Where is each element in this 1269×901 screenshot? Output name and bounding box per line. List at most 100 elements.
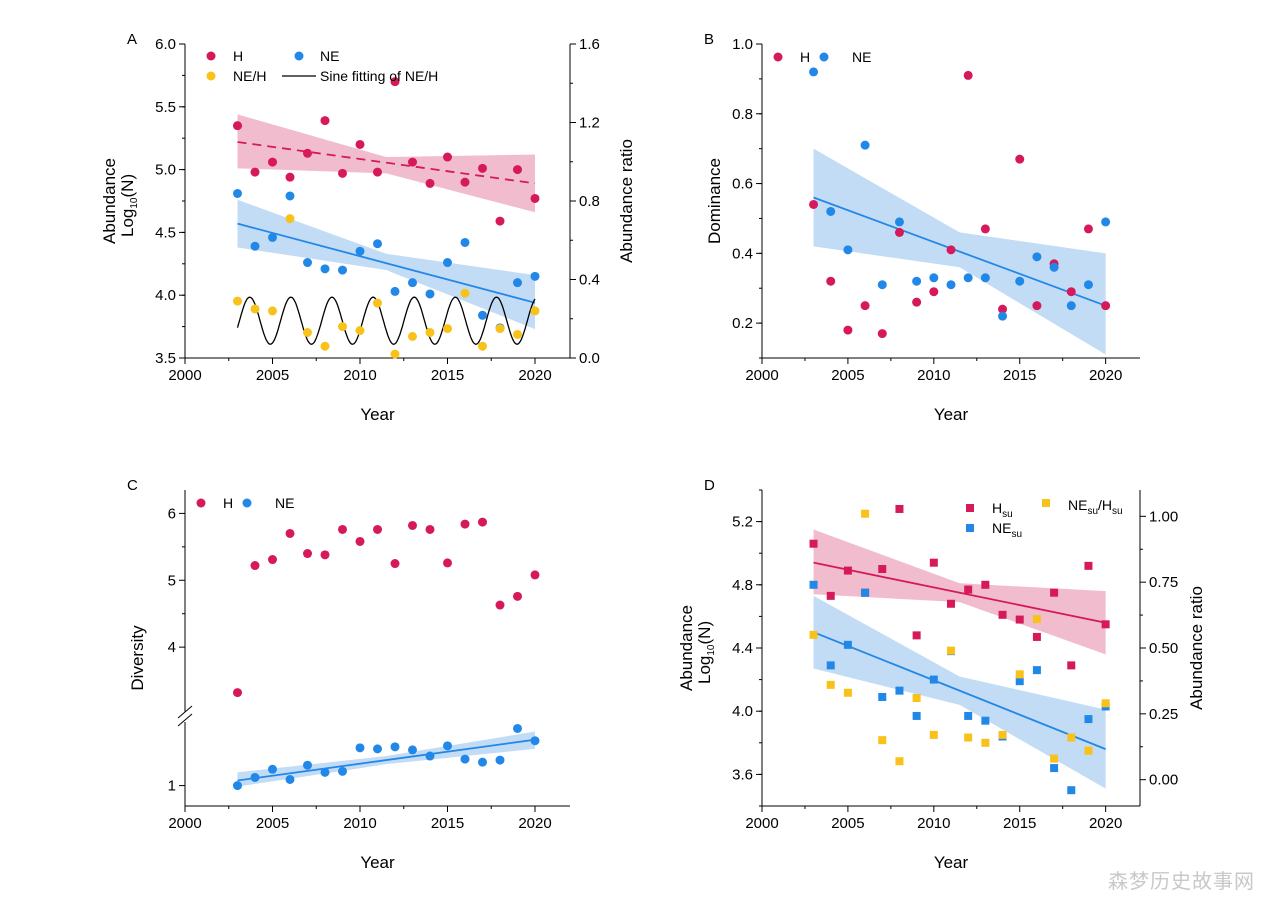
legend-label: NE [852,49,871,65]
data-point-Hsu [1015,615,1024,624]
data-point-NE/H [250,304,260,314]
data-point-H [1083,224,1093,234]
data-point-NEsu [1050,764,1059,773]
data-point-NE [390,742,400,752]
data-point-NE [912,276,922,286]
data-point-NE [408,745,417,755]
data-point-H [478,517,487,527]
data-point-NEsu/Hsu [1015,670,1024,679]
data-point-H [355,139,365,149]
data-point-H [478,163,487,173]
data-point-NEsu/Hsu [861,509,870,518]
data-point-Hsu [878,565,887,573]
x-tick-label: 2015 [431,367,464,384]
y-tick-label: 3.5 [155,350,176,367]
data-point-Hsu [1032,632,1041,641]
data-point-NE [443,258,452,268]
data-point-NEsu [981,716,990,725]
data-point-H [912,297,922,307]
data-point-NEsu [912,711,921,720]
y2-tick-label: 1.00 [1149,508,1178,525]
data-point-NEsu/Hsu [843,688,852,697]
y-tick-label: 0.4 [732,245,753,262]
data-point-H [460,519,470,529]
confidence-band-NE [237,731,535,787]
data-point-H [443,558,452,568]
x-tick-label: 2015 [1003,815,1036,832]
data-point-NE/H [495,324,505,334]
data-point-NEsu/Hsu [929,730,938,739]
panel-label: B [704,31,714,48]
data-point-H [929,287,939,297]
data-point-H [303,148,312,158]
legend-marker-NEsu [966,524,974,532]
data-point-H [963,70,973,80]
data-point-NEsu [878,692,887,701]
y-tick-label: 1.0 [732,36,753,53]
x-axis-label: Year [360,853,395,872]
data-point-Hsu [998,610,1007,619]
data-point-NE [809,67,819,77]
data-point-NE [1049,262,1059,272]
y2-tick-label: 0.4 [579,272,600,289]
data-point-H [826,276,836,286]
legend-label: NE/H [233,68,266,84]
data-point-NE [998,311,1008,321]
data-point-Hsu [843,566,852,575]
data-point-NEsu/Hsu [998,730,1007,739]
data-point-NE/H [320,341,330,351]
data-point-NE [390,286,400,296]
data-point-Hsu [1101,620,1110,629]
data-point-NE/H [355,326,365,336]
data-point-Hsu [895,504,904,513]
x-tick-label: 2005 [256,815,289,832]
data-point-NE/H [390,349,400,359]
x-tick-label: 2005 [831,367,864,384]
data-point-NEsu [843,640,852,649]
y-tick-label: 5.2 [732,514,753,531]
y-axis-label: Abundance [677,605,696,691]
y-tick-label: 0.6 [732,176,753,193]
data-point-H [373,167,382,177]
legend-label: NE [320,48,339,64]
y-tick-label: 6.0 [155,36,176,53]
data-point-NEsu [1067,786,1076,795]
y2-tick-label: 0.25 [1149,706,1178,723]
x-tick-label: 2005 [831,815,864,832]
data-point-NE [460,754,470,764]
data-point-NEsu/Hsu [981,738,990,747]
y-tick-label: 3.6 [732,766,753,783]
legend-label: NE [275,495,294,511]
data-point-NE [268,764,277,774]
y-tick-label: 0.8 [732,106,753,123]
data-point-H [495,600,505,610]
data-point-H [250,561,260,571]
data-point-H [495,216,505,226]
data-point-Hsu [826,591,835,600]
x-tick-label: 2010 [343,815,376,832]
y-tick-label: 5 [168,572,176,589]
x-tick-label: 2000 [745,367,778,384]
fit-line-NE [813,196,1106,307]
data-point-NE [355,246,365,256]
data-point-NE/H [425,327,435,337]
data-point-NE [250,772,260,782]
y2-tick-label: 0.00 [1149,772,1178,789]
data-point-NE [250,241,260,251]
data-point-NE [530,736,540,746]
data-point-NE [1101,217,1111,227]
confidence-band-NE [237,199,535,330]
data-point-H [233,121,242,131]
data-point-H [809,199,819,209]
y-tick-label: 4.5 [155,224,176,241]
data-point-NE [285,774,295,784]
x-tick-label: 2000 [168,815,201,832]
x-tick-label: 2020 [1089,367,1122,384]
data-point-NEsu [1015,677,1024,686]
legend-marker-ratio [206,71,216,81]
data-point-NEsu/Hsu [809,630,818,639]
legend-marker-ratio [1042,499,1050,507]
data-point-H [860,301,870,311]
data-point-NE [355,743,365,753]
